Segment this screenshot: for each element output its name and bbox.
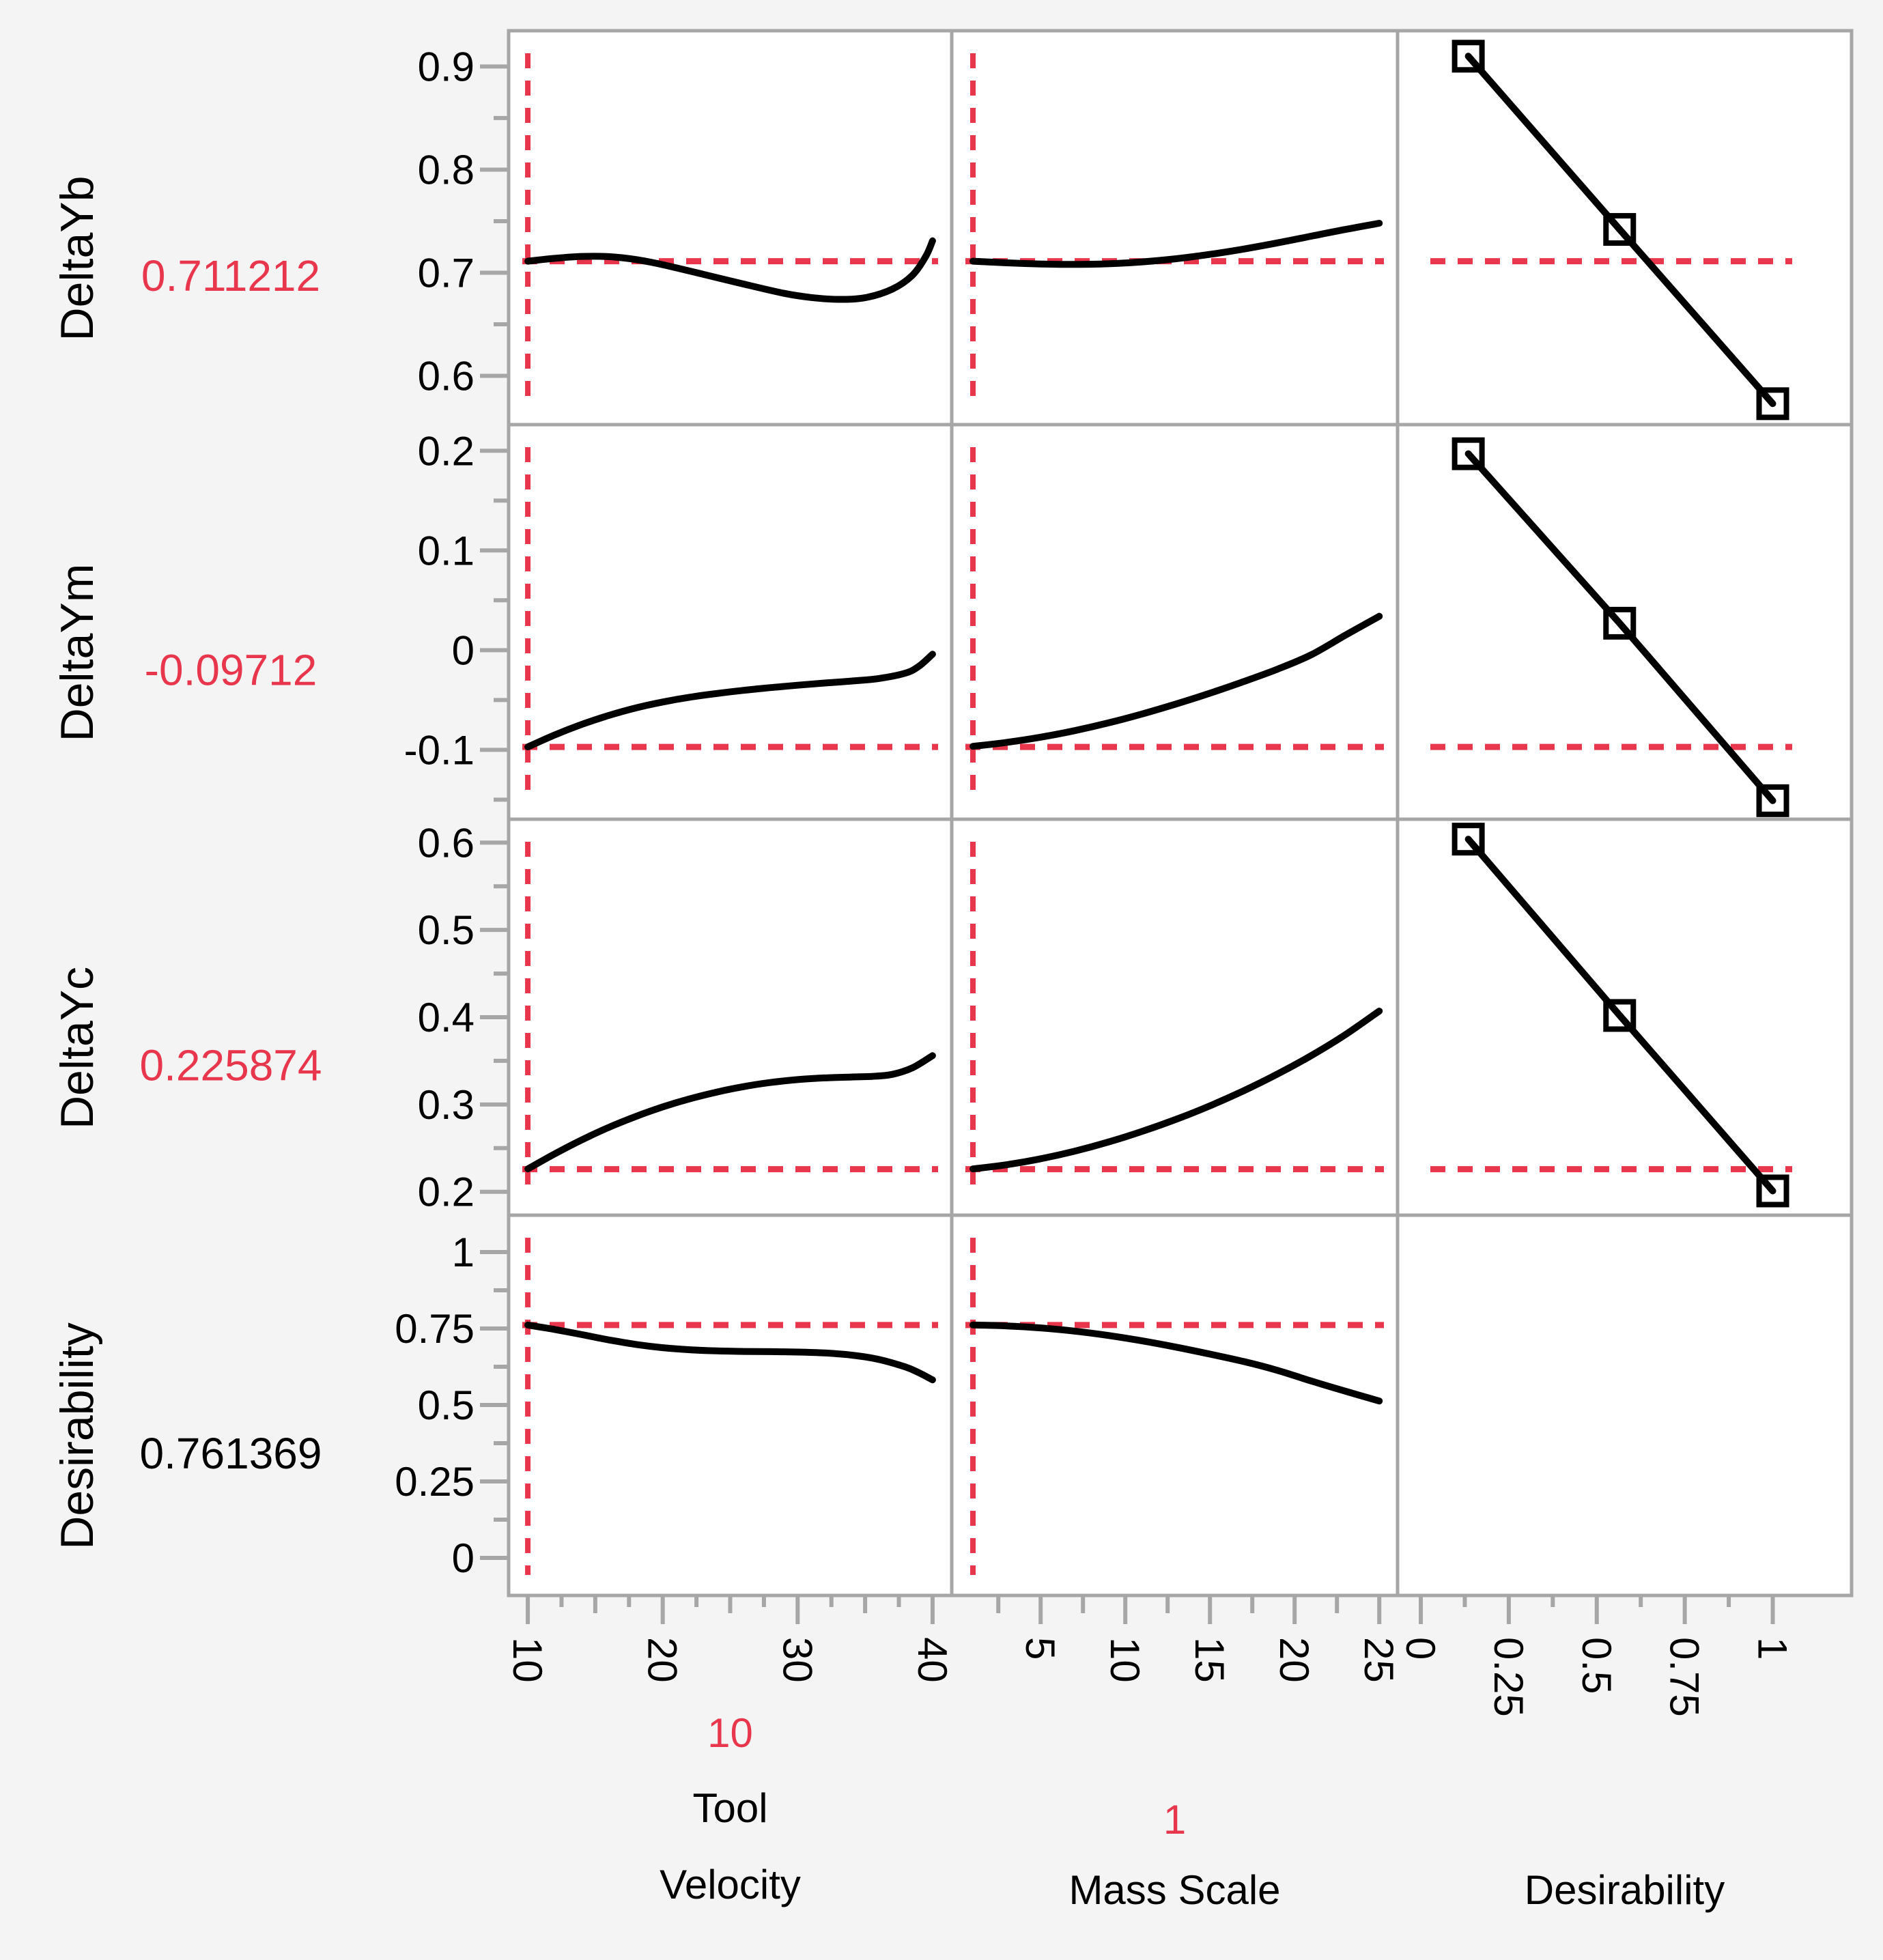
y-tick-label: 0 bbox=[452, 627, 475, 673]
desirability-marker-deltayb-1[interactable] bbox=[1603, 213, 1637, 246]
x-tick-label: 5 bbox=[1017, 1637, 1063, 1660]
profiler-cell-r3c2 bbox=[1396, 1213, 1854, 1597]
response-name-deltayb: DeltaYb bbox=[51, 176, 103, 341]
y-tick-label: 1 bbox=[452, 1230, 475, 1275]
desirability-marker-deltayc-2[interactable] bbox=[1756, 1174, 1789, 1208]
x-tick-label: 20 bbox=[640, 1637, 685, 1683]
y-tick-label: 0.6 bbox=[418, 820, 475, 866]
desirability-marker-deltayb-0[interactable] bbox=[1452, 40, 1485, 73]
factor-name-mass-scale-line0: Mass Scale bbox=[1068, 1867, 1280, 1913]
y-axis-deltayc: 0.6 0.5 0.4 0.3 0.2 bbox=[418, 820, 509, 1215]
y-tick-label: 0.3 bbox=[418, 1082, 475, 1128]
profile-curve-deltaym-mass-scale bbox=[969, 612, 1383, 750]
profile-curve-deltayc-mass-scale bbox=[969, 1008, 1383, 1173]
response-current-value-deltayc[interactable]: 0.225874 bbox=[140, 1040, 322, 1090]
profiler-grid bbox=[507, 29, 1854, 1597]
x-tick-label: 40 bbox=[909, 1637, 955, 1683]
profiler-cell-r3c0 bbox=[507, 1213, 954, 1597]
response-name-deltaym: DeltaYm bbox=[51, 564, 103, 742]
desirability-function-line-deltayc bbox=[1464, 836, 1776, 1195]
profiler-cell-r0c1 bbox=[950, 29, 1400, 427]
x-tick-label: 25 bbox=[1356, 1637, 1402, 1683]
y-tick-label: 0.4 bbox=[418, 995, 475, 1040]
response-current-value-deltaym[interactable]: -0.09712 bbox=[145, 645, 317, 694]
factor-name-tool-velocity-line1: Velocity bbox=[660, 1862, 801, 1907]
y-tick-label: 0.9 bbox=[418, 44, 475, 89]
y-tick-label: 0.5 bbox=[418, 1382, 475, 1428]
y-tick-label: 0.2 bbox=[418, 428, 475, 474]
response-name-desirability: Desirability bbox=[51, 1322, 103, 1550]
profiler-cell-r0c0 bbox=[507, 29, 954, 427]
response-current-value-desirability[interactable]: 0.761369 bbox=[140, 1429, 322, 1478]
y-tick-label: -0.1 bbox=[404, 727, 475, 773]
x-tick-label: 10 bbox=[505, 1637, 550, 1683]
profile-curve-deltaym-tool-velocity bbox=[524, 651, 936, 751]
y-axis-desirability: 1 0.75 0.5 0.25 0 bbox=[395, 1230, 509, 1581]
x-axis-mass-scale: 5 10 15 20 25 bbox=[996, 1595, 1402, 1683]
profiler-cell-r3c1 bbox=[950, 1213, 1400, 1597]
y-axis-deltayb: 0.9 0.8 0.7 0.6 bbox=[418, 44, 509, 399]
factor-name-tool-velocity-line0: Tool bbox=[692, 1785, 767, 1831]
profiler-cell-r2c1 bbox=[950, 817, 1400, 1217]
factor-current-value-tool-velocity[interactable]: 10 bbox=[707, 1710, 753, 1756]
y-tick-label: 0.7 bbox=[418, 251, 475, 296]
x-tick-label: 0.75 bbox=[1662, 1637, 1708, 1717]
desirability-marker-deltayc-1[interactable] bbox=[1603, 999, 1637, 1032]
x-axis-tool-velocity: 10 20 30 40 bbox=[505, 1595, 955, 1683]
profiler-cell-r1c0 bbox=[507, 423, 954, 821]
y-tick-label: 0.6 bbox=[418, 354, 475, 399]
profile-curve-deltayb-mass-scale bbox=[969, 220, 1383, 268]
x-tick-label: 20 bbox=[1271, 1637, 1317, 1683]
x-tick-label: 0.25 bbox=[1486, 1637, 1531, 1717]
y-tick-label: 0.1 bbox=[418, 528, 475, 573]
profiler-cell-r1c2 bbox=[1396, 423, 1854, 821]
factor-current-value-mass-scale[interactable]: 1 bbox=[1163, 1797, 1186, 1843]
profiler-cell-r2c0 bbox=[507, 817, 954, 1217]
y-tick-label: 0.2 bbox=[418, 1169, 475, 1215]
response-current-value-deltayb[interactable]: 0.711212 bbox=[141, 251, 320, 300]
desirability-function-line-deltaym bbox=[1464, 450, 1776, 804]
profile-curves bbox=[524, 53, 1776, 1405]
y-tick-label: 0.25 bbox=[395, 1459, 475, 1505]
x-tick-label: 1 bbox=[1750, 1637, 1796, 1660]
desirability-marker-deltayb-2[interactable] bbox=[1756, 387, 1789, 421]
profile-curve-desirability-mass-scale bbox=[969, 1321, 1383, 1405]
profile-curve-deltayc-tool-velocity bbox=[524, 1052, 936, 1173]
response-name-deltayc: DeltaYc bbox=[51, 967, 103, 1129]
profiler-cell-r1c1 bbox=[950, 423, 1400, 821]
y-tick-label: 0 bbox=[452, 1535, 475, 1581]
x-tick-label: 0.5 bbox=[1574, 1637, 1619, 1694]
desirability-marker-deltaym-0[interactable] bbox=[1452, 437, 1485, 470]
factor-name-desirability-line0: Desirability bbox=[1525, 1867, 1725, 1913]
y-tick-label: 0.75 bbox=[395, 1306, 475, 1352]
desirability-marker-deltaym-2[interactable] bbox=[1756, 784, 1789, 817]
x-tick-label: 30 bbox=[774, 1637, 820, 1683]
y-tick-label: 0.8 bbox=[418, 147, 475, 193]
x-tick-label: 15 bbox=[1187, 1637, 1232, 1683]
profiler-cell-r0c2 bbox=[1396, 29, 1854, 427]
x-axis-desirability: 0 0.25 0.5 0.75 1 bbox=[1398, 1595, 1796, 1717]
desirability-marker-deltaym-1[interactable] bbox=[1603, 606, 1637, 640]
profile-curve-deltayb-tool-velocity bbox=[524, 237, 936, 303]
x-tick-label: 0 bbox=[1398, 1637, 1443, 1660]
desirability-marker-deltayc-0[interactable] bbox=[1452, 823, 1485, 856]
desirability-function-line-deltayb bbox=[1464, 53, 1776, 408]
x-tick-label: 10 bbox=[1102, 1637, 1148, 1683]
y-tick-label: 0.5 bbox=[418, 907, 475, 953]
y-axis-deltaym: 0.2 0.1 0 -0.1 bbox=[404, 428, 509, 802]
current-value-guides bbox=[522, 53, 1792, 1575]
profile-curve-desirability-tool-velocity bbox=[524, 1321, 936, 1384]
